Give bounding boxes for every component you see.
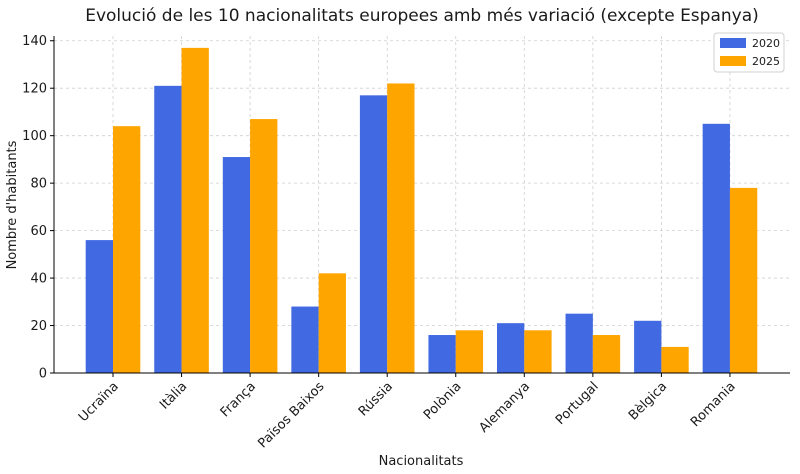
- bar-2025-1: [181, 47, 209, 373]
- bar-2025-7: [592, 335, 621, 373]
- bar-2020-2: [222, 157, 251, 373]
- bar-2020-3: [291, 306, 319, 373]
- y-tick-label: 20: [30, 319, 47, 334]
- legend: 2020 2025: [713, 32, 785, 73]
- x-tick-label: França: [218, 379, 259, 420]
- chart-title: Evolució de les 10 nacionalitats europee…: [85, 6, 759, 26]
- bar-2025-4: [387, 83, 415, 374]
- x-tick-label: Polònia: [421, 379, 465, 423]
- bar-2025-3: [318, 273, 346, 373]
- bar-2025-9: [729, 187, 758, 373]
- bar-2020-7: [565, 313, 593, 373]
- y-tick-label: 80: [30, 177, 47, 192]
- bar-2025-0: [113, 126, 141, 373]
- bar-2025-6: [524, 330, 552, 373]
- bar-2025-5: [455, 330, 484, 373]
- bar-2020-4: [359, 95, 388, 373]
- legend-swatch-2020: [720, 38, 746, 48]
- x-tick-label: Ucraïna: [76, 379, 122, 425]
- legend-label-2020: 2020: [752, 37, 780, 50]
- x-tick-label: Alemanya: [477, 379, 534, 436]
- axes: [53, 36, 790, 374]
- bar-2025-2: [250, 119, 278, 373]
- x-axis-label: Nacionalitats: [379, 454, 464, 469]
- x-tick-label: Portugal: [553, 379, 602, 428]
- x-tick-label: Rússia: [356, 379, 396, 419]
- y-tick-label: 100: [22, 129, 47, 144]
- x-tick-label: Romania: [688, 379, 739, 430]
- x-tick-label: Països Baixos: [255, 379, 327, 451]
- y-tick-labels: 0 20 40 60 80 100 120 140: [22, 34, 54, 382]
- bar-2020-1: [154, 85, 182, 374]
- x-tick-label: Bèlgica: [626, 379, 670, 423]
- bar-2020-8: [634, 320, 662, 373]
- y-tick-label: 140: [22, 34, 47, 49]
- bar-2020-0: [85, 240, 113, 373]
- legend-swatch-2025: [720, 56, 746, 66]
- legend-label-2025: 2025: [752, 55, 780, 68]
- y-tick-label: 40: [30, 272, 47, 287]
- y-tick-label: 0: [39, 367, 47, 382]
- bar-2020-6: [497, 323, 525, 373]
- y-tick-label: 60: [30, 224, 47, 239]
- bars: [85, 47, 758, 374]
- x-tick-label: Itàlia: [157, 379, 190, 412]
- bar-2025-8: [661, 346, 689, 373]
- bar-2020-9: [702, 123, 730, 373]
- y-axis-label: Nombre d'habitants: [5, 140, 20, 269]
- y-tick-label: 120: [22, 82, 47, 97]
- bar-2020-5: [428, 335, 456, 373]
